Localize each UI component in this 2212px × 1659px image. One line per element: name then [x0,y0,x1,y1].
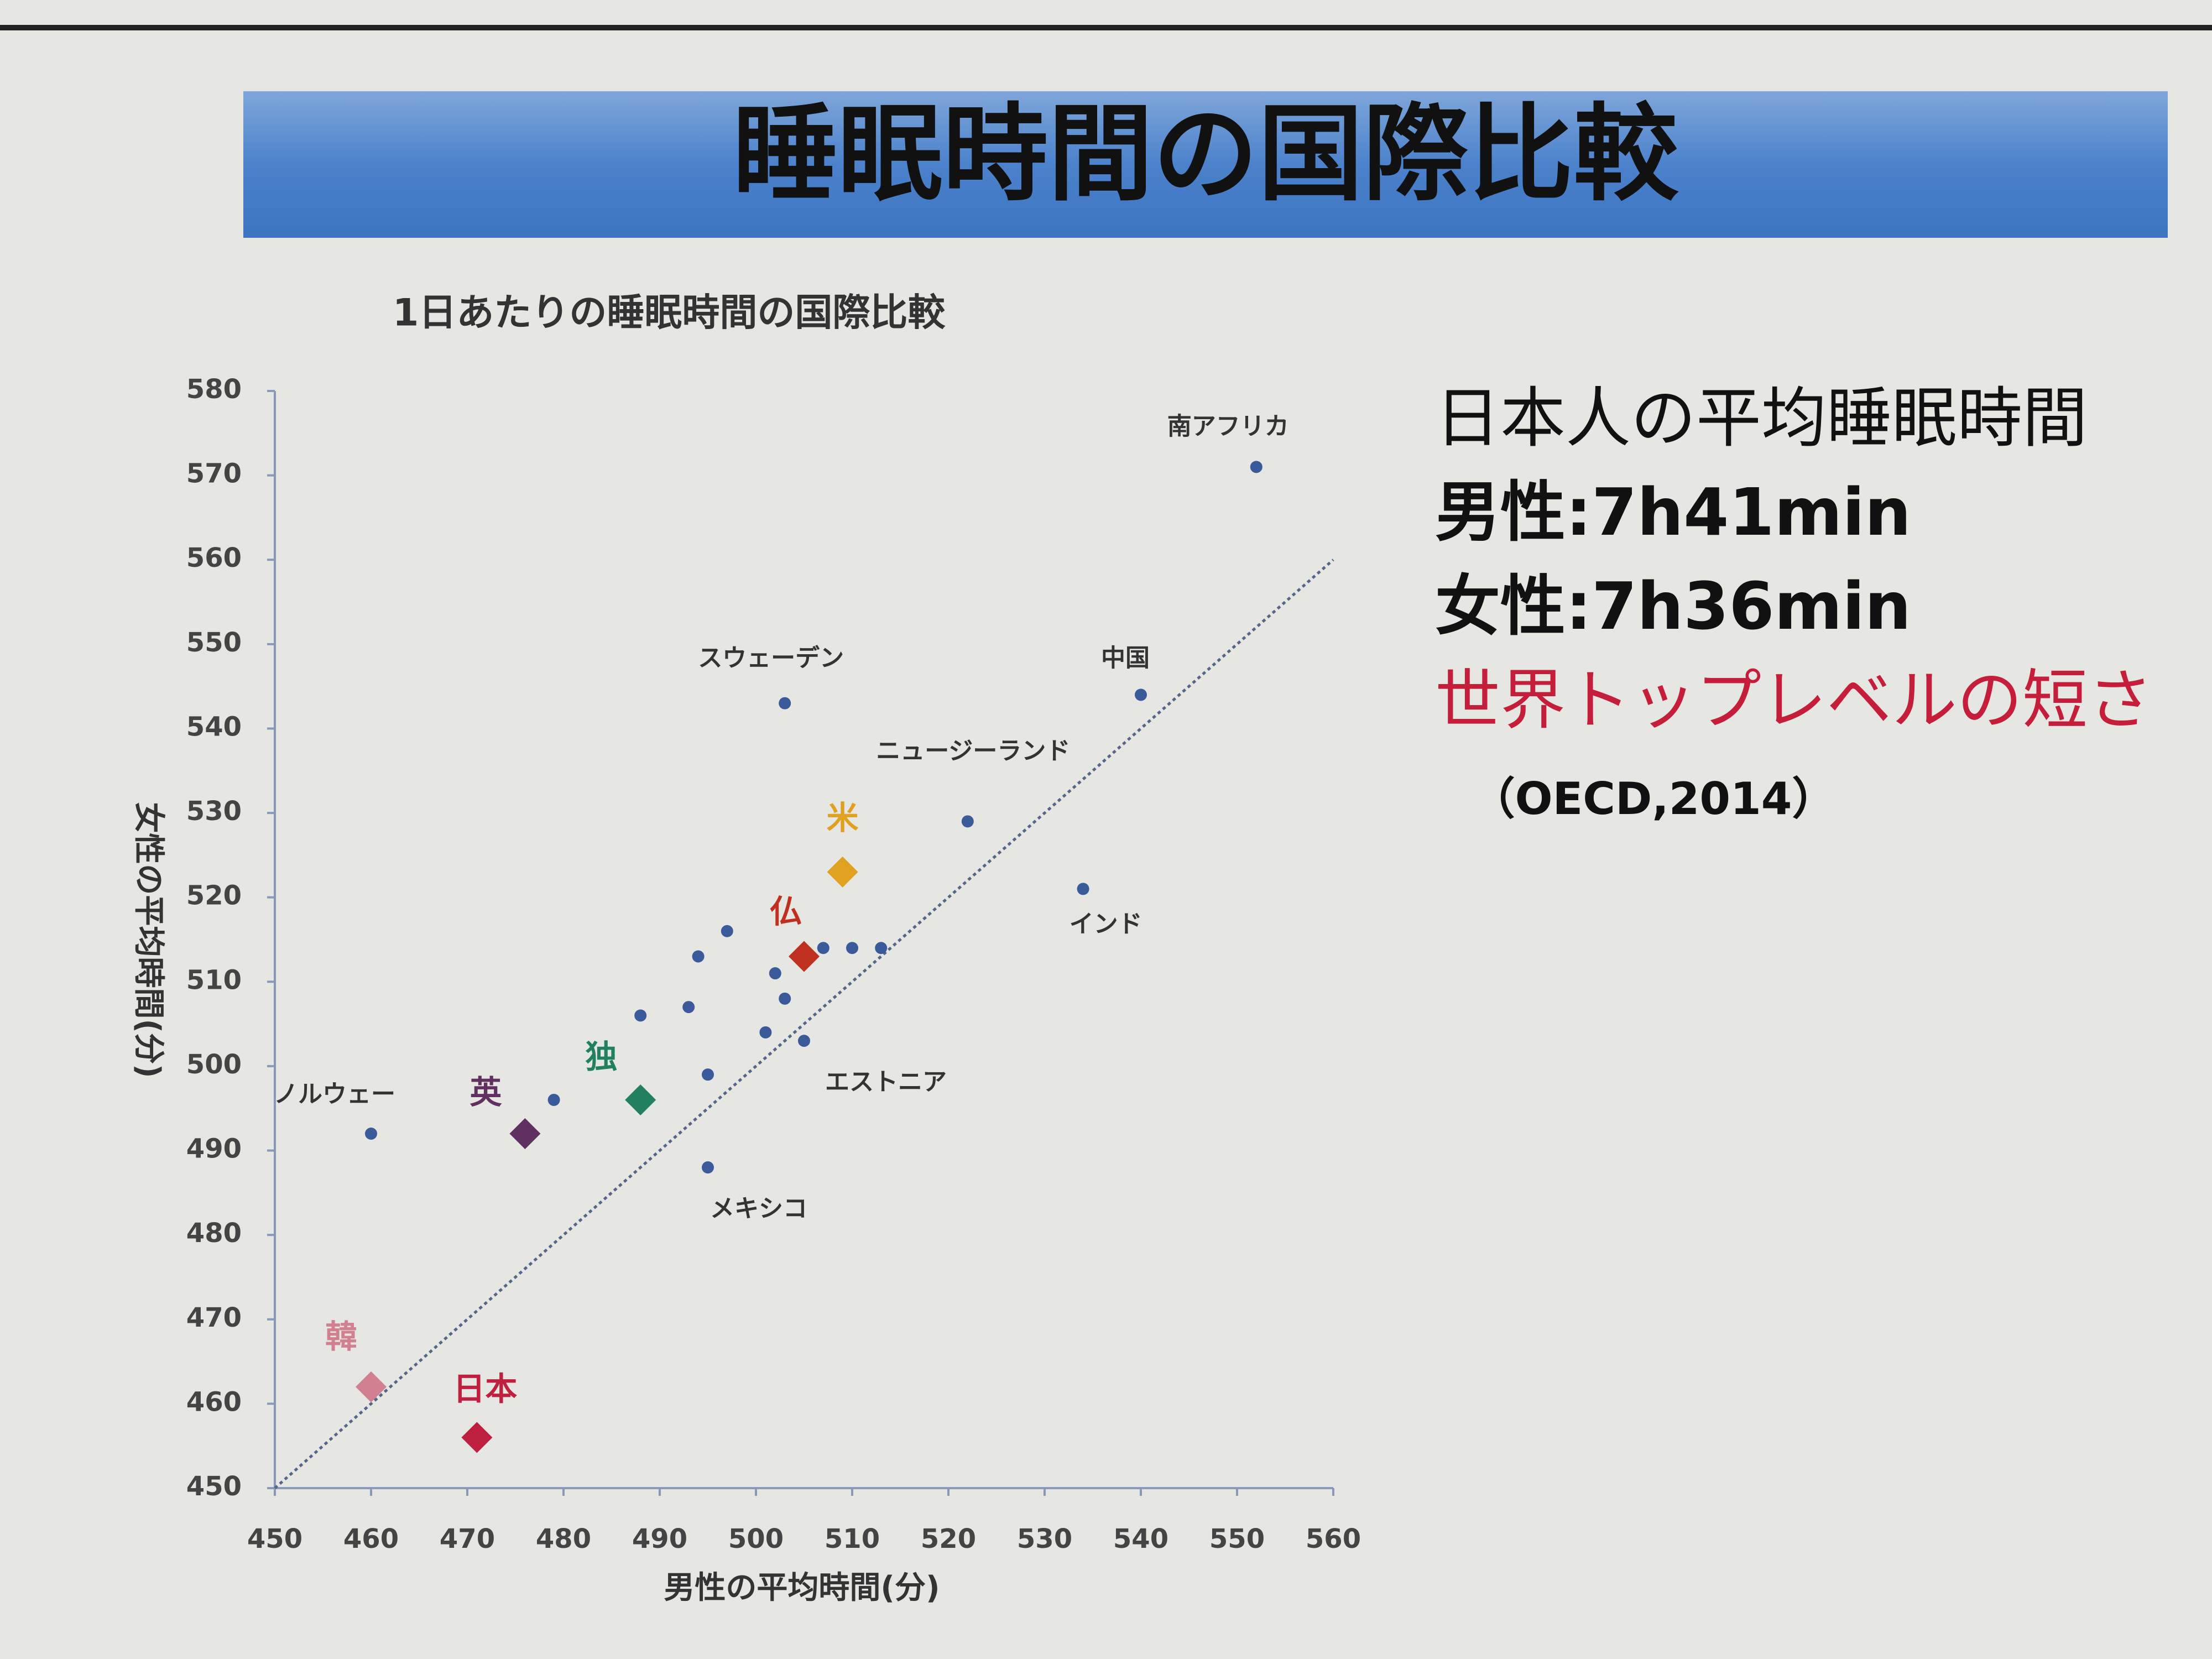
point [721,925,733,937]
x-tick-label: 540 [1113,1524,1168,1554]
point-label: 仏 [770,893,802,931]
point [817,942,830,954]
point-label: インド [1070,910,1142,938]
y-tick-label: 540 [186,711,242,742]
point-label: 日本 [453,1370,517,1408]
point-label: 英 [469,1073,502,1111]
point [789,941,820,972]
point [846,942,858,954]
point [769,967,781,980]
title-banner [243,91,2168,238]
y-tick-label: 530 [186,796,242,827]
point [827,856,858,888]
point [1135,688,1147,701]
y-tick-label: 460 [186,1386,242,1417]
point [779,992,791,1005]
point [461,1422,493,1453]
point-label: 韓 [325,1318,357,1355]
top-rule [0,25,2212,30]
point-label: 南アフリカ [1167,412,1289,440]
point [1250,461,1262,473]
point-label: 独 [585,1038,617,1076]
y-tick-label: 480 [186,1218,242,1249]
x-tick-label: 530 [1017,1524,1072,1554]
notes-heading: 日本人の平均睡眠時間 [1435,380,2088,456]
notes-female: 女性:7h36min [1435,568,1911,644]
point [702,1068,714,1081]
y-tick-label: 550 [186,627,242,658]
point [365,1128,377,1140]
point [692,950,705,963]
point [779,697,791,709]
x-tick-label: 500 [728,1524,784,1554]
y-tick-label: 490 [186,1134,242,1165]
point-label: ニュージーランド [876,737,1070,765]
y-tick-label: 520 [186,880,242,911]
x-tick-label: 470 [440,1524,495,1554]
y-tick-label: 500 [186,1049,242,1080]
point [875,942,888,954]
y-tick-label: 470 [186,1302,242,1333]
point-label: ノルウェー [274,1080,395,1108]
point [1077,883,1089,895]
notes-highlight: 世界トップレベルの短さ [1435,662,2153,738]
point [702,1161,714,1174]
x-axis-label: 男性の平均時間(分) [664,1570,940,1606]
reference-line [274,559,1334,1489]
x-tick-label: 550 [1209,1524,1265,1554]
point-label: エストニア [825,1068,947,1096]
point [356,1371,387,1402]
point-label: メキシコ [710,1194,807,1223]
point [634,1009,647,1022]
y-tick-label: 580 [186,374,242,405]
point [759,1026,772,1039]
slide-title: 睡眠時間の国際比較 [733,93,1679,215]
x-tick-label: 520 [921,1524,976,1554]
y-axis-label: 女性の平均時間(分) [131,802,166,1078]
plot-area: 450 460 470 480 490 500 510 520 530 540 550 560 570 5… [186,374,1361,1554]
x-tick-label: 480 [536,1524,591,1554]
x-tick-label: 510 [825,1524,880,1554]
point [509,1118,541,1150]
y-tick-label: 560 [186,542,242,573]
chart-title: 1日あたりの睡眠時間の国際比較 [393,291,946,335]
point-label: スウェーデン [698,644,844,672]
y-tick-label: 450 [186,1471,242,1502]
x-tick-label: 490 [632,1524,687,1554]
x-tick-label: 560 [1306,1524,1361,1554]
notes-male: 男性:7h41min [1435,474,1911,550]
y-tick-label: 510 [186,964,242,995]
y-tick-label: 570 [186,458,242,489]
point [798,1035,810,1047]
point-label: 米 [827,799,859,837]
point-label: 中国 [1101,644,1150,672]
point [625,1084,656,1115]
point [961,815,974,828]
notes-source: （OECD,2014） [1471,773,1837,825]
x-tick-label: 450 [247,1524,302,1554]
point [682,1001,695,1014]
point [547,1093,560,1106]
x-tick-label: 460 [343,1524,399,1554]
